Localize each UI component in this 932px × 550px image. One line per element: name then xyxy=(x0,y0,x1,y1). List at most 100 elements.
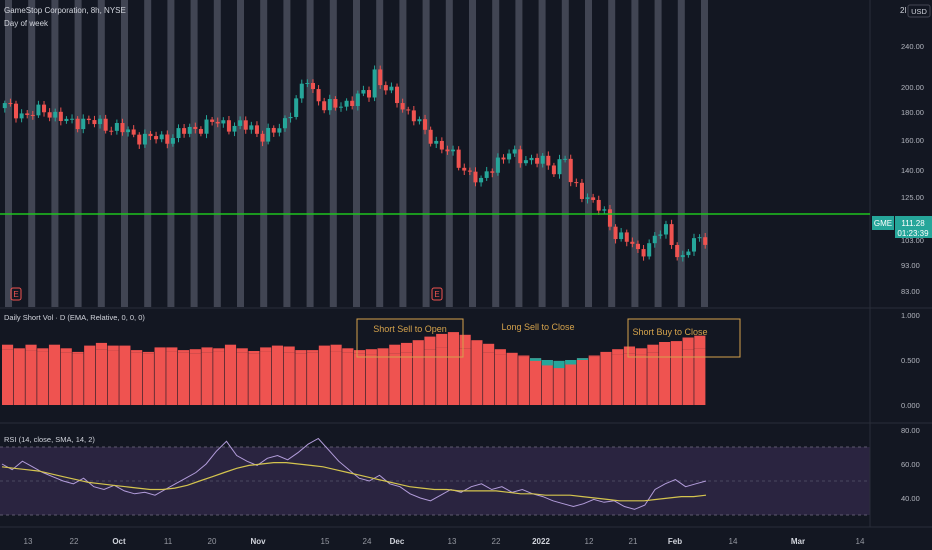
short-vol-overshoot xyxy=(318,345,330,351)
short-vol-bar xyxy=(354,353,366,405)
candle-body xyxy=(652,235,657,244)
rsi-series[interactable] xyxy=(1,437,707,510)
short-vol-bar xyxy=(694,348,706,405)
candle-body xyxy=(551,165,556,175)
short-vol-overshoot xyxy=(377,348,389,356)
earnings-marker-box[interactable] xyxy=(431,287,443,301)
candle-body xyxy=(53,111,58,118)
candle-body xyxy=(193,126,198,129)
candle-body xyxy=(658,234,663,236)
candle-body xyxy=(282,118,287,129)
symbol-title[interactable]: GameStop Corporation, 8h, NYSE xyxy=(4,6,126,15)
candle-body xyxy=(109,130,114,132)
short-vol-bar xyxy=(236,352,248,405)
candle-body xyxy=(467,170,472,172)
weekend-band xyxy=(51,0,59,307)
candle-body xyxy=(333,98,338,108)
short-vol-bar xyxy=(612,354,624,405)
currency-label: USD xyxy=(911,7,927,16)
candle-body xyxy=(585,197,590,199)
annotation-box-short-buy-to-close[interactable] xyxy=(627,318,741,358)
candle-body xyxy=(254,125,259,134)
short-vol-bar xyxy=(659,351,671,405)
short-vol-overshoot xyxy=(600,351,612,356)
weekend-band xyxy=(144,0,152,307)
candle-body xyxy=(210,119,215,122)
candle-body xyxy=(238,120,243,126)
short-vol-overshoot xyxy=(694,335,706,349)
short-vol-bar xyxy=(131,352,143,405)
indicator-label-day-of-week[interactable]: Day of week xyxy=(4,19,49,28)
candle-body xyxy=(226,120,231,132)
candle-body xyxy=(277,128,282,133)
candle-body xyxy=(680,255,685,258)
candle-body xyxy=(70,118,75,120)
candle-body xyxy=(114,123,119,131)
short-vol-bar xyxy=(307,352,319,405)
candle-body xyxy=(75,118,80,130)
candle-body xyxy=(411,110,416,122)
time-tick-label: 20 xyxy=(208,537,217,546)
time-axis[interactable]: 13 22 Oct 11 20 Nov 15 24 Dec 13 22 2022 12 21 Feb 14 Ma… xyxy=(24,537,865,546)
short-vol-overshoot xyxy=(2,344,14,350)
weekend-band xyxy=(654,0,662,307)
short-vol-overshoot xyxy=(635,348,647,355)
short-vol-overshoot xyxy=(365,349,377,355)
candle-body xyxy=(423,119,428,130)
earnings-marker-box[interactable] xyxy=(10,287,22,301)
short-vol-bar xyxy=(670,351,682,405)
time-tick-label: 22 xyxy=(70,537,79,546)
price-tag-symbol: GME xyxy=(874,219,892,228)
weekend-band xyxy=(677,0,685,307)
candle-body xyxy=(591,197,596,200)
time-tick-label: 22 xyxy=(492,537,501,546)
short-vol-bar xyxy=(342,352,354,405)
annotation-box-short-sell-to-open[interactable] xyxy=(356,318,464,358)
candle-body xyxy=(322,101,327,111)
candle-body xyxy=(697,237,702,239)
candle-body xyxy=(479,177,484,183)
candlestick-series[interactable] xyxy=(2,65,708,262)
price-tick-label: 140.00 xyxy=(901,166,924,175)
short-vol-overshoot xyxy=(436,333,448,348)
short-vol-overshoot xyxy=(483,343,495,353)
candle-body xyxy=(501,157,506,160)
candle-body xyxy=(126,129,131,133)
candle-body xyxy=(451,149,456,152)
shortvol-title[interactable]: Daily Short Vol · D (EMA, Relative, 0, 0… xyxy=(4,313,145,322)
price-tag-symbol-box xyxy=(872,216,894,230)
short-volume-series[interactable] xyxy=(2,332,706,405)
time-tick-label: 14 xyxy=(856,537,865,546)
currency-badge[interactable] xyxy=(907,4,931,18)
short-vol-bar xyxy=(119,351,131,405)
short-vol-overshoot xyxy=(271,345,283,351)
candle-body xyxy=(596,199,601,211)
candle-body xyxy=(198,128,203,134)
weekend-band xyxy=(422,0,430,307)
time-tick-label: Feb xyxy=(668,537,682,546)
short-vol-overshoot xyxy=(201,347,213,353)
candle-body xyxy=(81,118,86,130)
candle-body xyxy=(42,104,47,113)
candle-body xyxy=(406,109,411,111)
price-tick-label: 180.00 xyxy=(901,108,924,117)
short-vol-bar xyxy=(541,360,553,405)
weekend-bands xyxy=(5,0,708,307)
candle-body xyxy=(462,167,467,171)
earnings-marker-label: E xyxy=(434,290,439,299)
candle-body xyxy=(142,133,147,145)
short-vol-overshoot xyxy=(13,348,25,351)
short-vol-bar xyxy=(84,351,96,405)
price-axis[interactable]: 240.00 200.00 180.00 160.00 140.00 125.00 103.… xyxy=(901,42,924,503)
candle-body xyxy=(663,224,668,235)
short-vol-undershoot xyxy=(530,358,542,361)
rsi-title[interactable]: RSI (14, close, SMA, 14, 2) xyxy=(4,435,95,444)
candle-body xyxy=(400,103,405,110)
short-vol-overshoot xyxy=(178,350,190,353)
short-vol-overshoot xyxy=(72,351,84,354)
weekend-band xyxy=(538,0,546,307)
candle-body xyxy=(13,103,19,119)
candle-body xyxy=(187,126,192,134)
